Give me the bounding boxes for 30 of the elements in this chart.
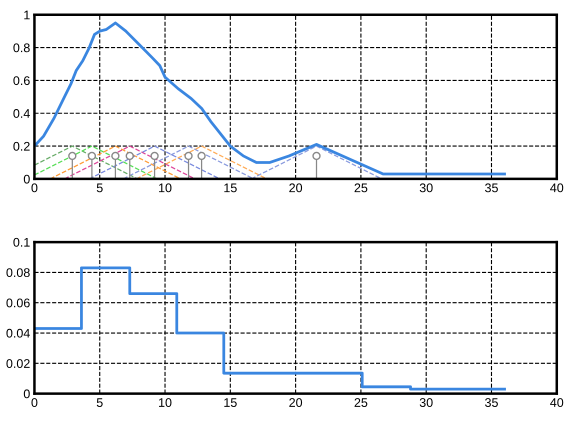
x-tick-label: 10 bbox=[159, 183, 172, 192]
y-tick-label: 0.02 bbox=[6, 359, 30, 368]
y-tick-label: 1 bbox=[24, 10, 30, 20]
x-tick-label: 10 bbox=[159, 398, 172, 407]
x-tick-label: 40 bbox=[550, 183, 564, 192]
x-tick-label: 20 bbox=[289, 183, 302, 192]
x-tick-label: 0 bbox=[31, 183, 38, 192]
y-tick-label: 0.08 bbox=[6, 268, 30, 278]
x-tick-label: 20 bbox=[289, 398, 302, 407]
x-tick-label: 30 bbox=[420, 183, 433, 192]
x-tick-label: 40 bbox=[550, 398, 564, 407]
y-tick-label: 0 bbox=[24, 389, 30, 398]
x-tick-label: 25 bbox=[354, 183, 368, 192]
x-tick-label: 0 bbox=[31, 398, 38, 407]
x-tick-label: 35 bbox=[485, 398, 498, 407]
x-tick-label: 5 bbox=[96, 184, 103, 192]
y-tick-label: 0.6 bbox=[13, 76, 30, 86]
y-tick-label: 0.1 bbox=[13, 238, 30, 247]
x-tick-label: 15 bbox=[224, 184, 237, 192]
y-tick-label: 0 bbox=[24, 174, 30, 184]
x-tick-label: 35 bbox=[485, 183, 498, 192]
y-tick-label: 0.4 bbox=[13, 109, 30, 118]
y-tick-label: 0.06 bbox=[6, 298, 30, 308]
y-tick-label: 0.2 bbox=[13, 142, 30, 151]
y-tick-label: 0.04 bbox=[6, 328, 30, 338]
y-tick-label: 0.8 bbox=[13, 43, 30, 52]
x-tick-label: 5 bbox=[96, 398, 103, 407]
x-tick-label: 25 bbox=[354, 398, 368, 407]
x-tick-label: 15 bbox=[224, 398, 237, 407]
x-tick-label: 30 bbox=[420, 398, 433, 407]
